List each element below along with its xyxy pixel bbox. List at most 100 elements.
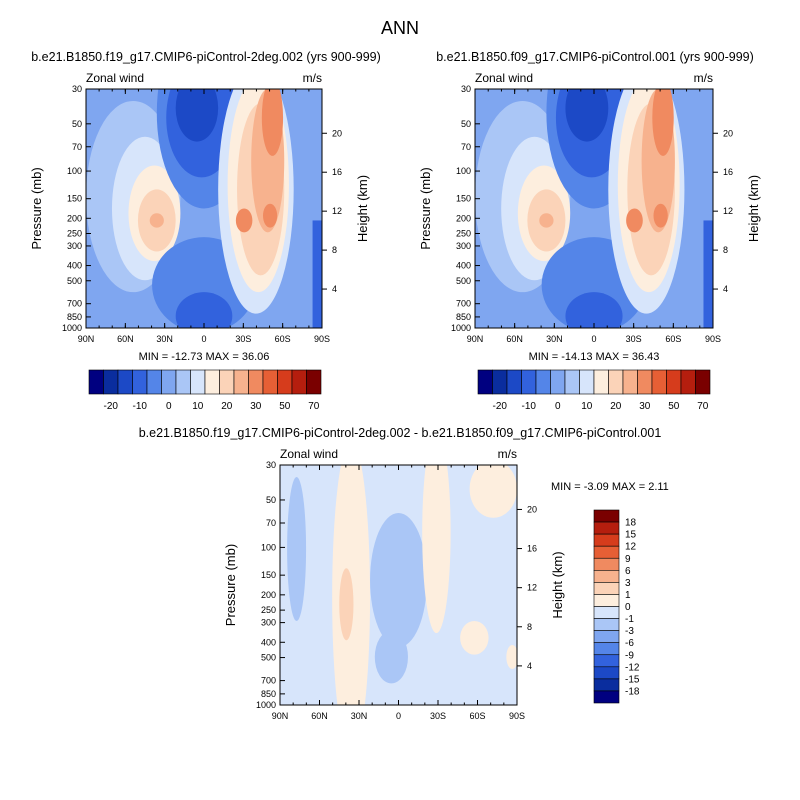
y-axis-label: Pressure (mb)	[418, 167, 433, 249]
colorbar-label: 30	[250, 401, 262, 412]
colorbar-label: -10	[522, 401, 537, 412]
colorbar-label: -1	[625, 614, 634, 625]
y2-tick-label: 4	[527, 661, 532, 671]
colorbar-box	[88, 369, 104, 395]
colorbar-box	[248, 369, 264, 395]
x-tick-label: 60N	[311, 711, 328, 721]
colorbar-box	[593, 509, 620, 523]
y-tick-label: 400	[456, 261, 471, 271]
colorbar-box	[219, 369, 235, 395]
panel-title: b.e21.B1850.f19_g17.CMIP6-piControl-2deg…	[139, 426, 662, 440]
contour-band	[374, 630, 408, 684]
colorbar-label: 10	[192, 401, 204, 412]
colorbar-box	[593, 594, 620, 607]
colorbar-box	[175, 369, 191, 395]
colorbar-box	[103, 369, 119, 395]
colorbar-label: -15	[625, 674, 640, 685]
x-tick-label: 0	[201, 334, 206, 344]
x-tick-label: 60S	[275, 334, 291, 344]
colorbar-box	[132, 369, 148, 395]
contour-band	[652, 89, 674, 156]
y-tick-label: 200	[456, 213, 471, 223]
y-tick-label: 50	[461, 119, 471, 129]
colorbar-label: 70	[308, 401, 320, 412]
y2-tick-label: 8	[527, 622, 532, 632]
y-tick-label: 250	[261, 605, 276, 615]
colorbar-box	[593, 678, 620, 692]
colorbar-label: 50	[668, 401, 680, 412]
contour-band	[175, 89, 219, 142]
x-tick-label: 60N	[506, 334, 523, 344]
y-tick-label: 700	[261, 676, 276, 686]
colorbar-label: 10	[581, 401, 593, 412]
colorbar-label: 15	[625, 530, 637, 541]
colorbar-box	[204, 369, 220, 395]
y-tick-label: 100	[456, 166, 471, 176]
colorbar-box	[262, 369, 278, 395]
y-axis-label: Pressure (mb)	[223, 544, 238, 626]
x-tick-label: 90N	[467, 334, 484, 344]
colorbar-label: -10	[133, 401, 148, 412]
y2-axis-label: Height (km)	[550, 551, 565, 618]
units-label: m/s	[694, 71, 713, 85]
colorbar-box	[593, 654, 620, 668]
colorbar-box	[593, 666, 620, 680]
colorbar-box	[117, 369, 133, 395]
colorbar-label: -3	[625, 626, 634, 637]
y-tick-label: 150	[67, 194, 82, 204]
y-tick-label: 700	[67, 299, 82, 309]
min-max-stats: MIN = -12.73 MAX = 36.06	[139, 351, 270, 363]
contour-band	[235, 208, 253, 233]
colorbar-box	[564, 369, 580, 395]
contour-band	[565, 292, 623, 328]
colorbar-box	[161, 369, 177, 395]
contour-band	[460, 621, 489, 655]
y2-tick-label: 20	[332, 128, 342, 138]
colorbar-label: 12	[625, 542, 637, 553]
y-tick-label: 200	[261, 590, 276, 600]
colorbar-box	[291, 369, 307, 395]
contour-band	[263, 203, 278, 228]
colorbar-label: 20	[221, 401, 233, 412]
contour-band	[175, 292, 233, 328]
y2-tick-label: 12	[332, 206, 342, 216]
units-label: m/s	[498, 447, 517, 461]
contour-band	[287, 477, 307, 621]
panel-title: b.e21.B1850.f19_g17.CMIP6-piControl-2deg…	[31, 50, 381, 64]
contour-band	[339, 568, 354, 641]
colorbar-label: 0	[625, 602, 631, 613]
y2-tick-label: 16	[332, 167, 342, 177]
contour-field	[86, 89, 322, 328]
y-tick-label: 70	[72, 142, 82, 152]
panel-2: b.e21.B1850.f09_g17.CMIP6-piControl.001 …	[418, 50, 761, 412]
colorbar-label: -6	[625, 638, 634, 649]
y2-tick-label: 12	[723, 206, 733, 216]
colorbar-box	[593, 570, 620, 583]
colorbar-box	[593, 557, 620, 571]
colorbar-box	[666, 369, 682, 395]
units-label: m/s	[303, 71, 322, 85]
colorbar-box	[593, 545, 620, 559]
y-tick-label: 200	[67, 213, 82, 223]
x-tick-label: 30N	[351, 711, 368, 721]
colorbar-label: 50	[279, 401, 291, 412]
colorbar-label: 30	[639, 401, 651, 412]
y-tick-label: 400	[67, 261, 82, 271]
x-tick-label: 60S	[665, 334, 681, 344]
variable-label: Zonal wind	[280, 447, 338, 461]
x-tick-label: 30S	[235, 334, 251, 344]
colorbar-box	[651, 369, 667, 395]
colorbar-label: -20	[493, 401, 508, 412]
colorbar-box	[593, 369, 609, 395]
y-tick-label: 300	[456, 241, 471, 251]
x-tick-label: 90S	[705, 334, 721, 344]
min-max-stats: MIN = -14.13 MAX = 36.43	[529, 351, 660, 363]
y-tick-label: 50	[266, 495, 276, 505]
colorbar-box	[593, 521, 620, 535]
contour-band	[703, 220, 713, 328]
x-tick-label: 60N	[117, 334, 134, 344]
x-tick-label: 90S	[509, 711, 525, 721]
colorbar-label: 0	[555, 401, 561, 412]
colorbar-box	[593, 690, 620, 704]
